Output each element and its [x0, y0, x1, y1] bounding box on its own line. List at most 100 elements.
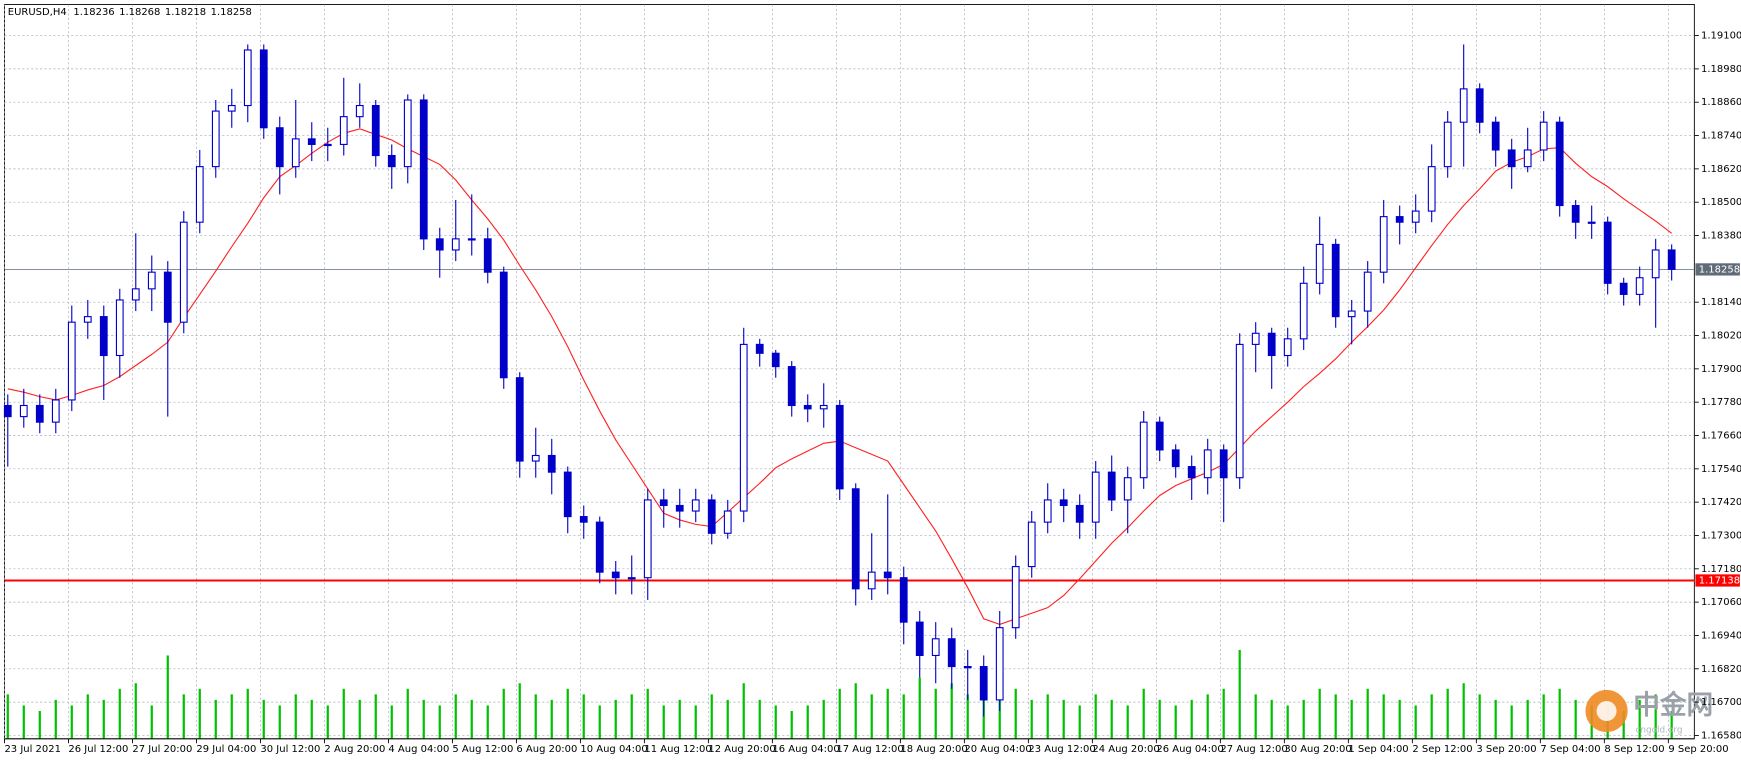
candle-body — [995, 627, 1004, 701]
volume-bar — [854, 683, 857, 739]
candle-body — [19, 404, 28, 418]
x-tick-label: 9 Sep 20:00 — [1668, 744, 1728, 755]
volume-bar — [150, 705, 153, 739]
candle-body — [579, 516, 588, 523]
header-value: 1.18268 — [119, 7, 160, 18]
chart-header: EURUSD,H4 1.18236 1.18268 1.18218 1.18258 — [8, 7, 252, 18]
candle-body — [243, 49, 252, 107]
candle-body — [147, 271, 156, 290]
volume-bar — [1126, 705, 1129, 739]
volume-bar — [1078, 705, 1081, 739]
x-tick-label: 3 Sep 20:00 — [1476, 744, 1536, 755]
candle-body — [403, 99, 412, 168]
x-tick-label: 8 Sep 12:00 — [1604, 744, 1664, 755]
volume-bar — [166, 655, 169, 739]
candle-body — [787, 366, 796, 407]
x-tick-label: 27 Jul 20:00 — [132, 744, 192, 755]
price-label: 1.17138 — [1699, 575, 1740, 586]
candle-body — [563, 471, 572, 518]
candle-body — [1139, 421, 1148, 479]
candle-body — [323, 143, 332, 147]
candle-body — [1571, 204, 1580, 223]
candle-body — [1059, 499, 1068, 507]
volume-bar — [1190, 699, 1193, 739]
x-tick-label: 1 Sep 04:00 — [1348, 744, 1408, 755]
candle-body — [339, 116, 348, 145]
symbol: EURUSD,H4 — [8, 7, 67, 18]
x-tick-label: 26 Aug 04:00 — [1156, 744, 1223, 755]
y-tick-label: 1.19100 — [1701, 31, 1741, 42]
volume-bar — [278, 705, 281, 739]
volume-bar — [774, 705, 777, 739]
candle-body — [179, 221, 188, 323]
candle-body — [1667, 249, 1676, 270]
volume-bar — [470, 699, 473, 739]
candle-body — [1427, 166, 1436, 212]
y-tick-label: 1.17420 — [1701, 497, 1741, 508]
candle-body — [595, 521, 604, 573]
candle-body — [1635, 277, 1644, 295]
volume-bar — [758, 699, 761, 739]
candle-body — [707, 499, 716, 534]
price-layer — [3, 44, 1695, 717]
volume-bar — [1638, 699, 1641, 739]
candle-body — [755, 343, 764, 354]
volume-bar — [198, 688, 201, 739]
candle-body — [867, 571, 876, 590]
candle-body — [739, 343, 748, 512]
volume-bar — [518, 683, 521, 739]
candle-body — [1507, 149, 1516, 168]
candle-body — [1043, 499, 1052, 523]
candle-body — [1123, 477, 1132, 501]
volume-bar — [454, 694, 457, 739]
candle-body — [387, 154, 396, 168]
y-tick-label: 1.17540 — [1701, 464, 1741, 475]
candle-body — [851, 488, 860, 590]
volume-bar — [790, 711, 793, 739]
y-tick-label: 1.17900 — [1701, 364, 1741, 375]
volume-bar — [118, 688, 121, 739]
volume-bar — [374, 694, 377, 739]
candle-body — [1395, 216, 1404, 223]
candle-body — [1539, 121, 1548, 151]
candle-body — [1091, 471, 1100, 523]
candle-body — [259, 49, 268, 129]
y-tick-label: 1.17300 — [1701, 530, 1741, 541]
x-tick-label: 18 Aug 20:00 — [900, 744, 967, 755]
candle-body — [227, 104, 236, 112]
plot-frame — [3, 3, 1695, 740]
x-tick-label: 24 Aug 20:00 — [1092, 744, 1159, 755]
candle-body — [1027, 521, 1036, 568]
volume-bar — [950, 683, 953, 739]
candle-body — [803, 404, 812, 410]
volume-bar — [54, 699, 57, 739]
volume-bar — [438, 705, 441, 739]
volume-bar — [726, 699, 729, 739]
candle-body — [35, 404, 44, 423]
volume-bar — [1478, 694, 1481, 739]
header-value: 1.18218 — [165, 7, 206, 18]
x-tick-label: 17 Aug 12:00 — [836, 744, 903, 755]
candle-body — [723, 510, 732, 534]
x-tick-label: 2 Aug 20:00 — [324, 744, 385, 755]
volume-bar — [630, 694, 633, 739]
volume-bar — [1014, 688, 1017, 739]
x-tick-label: 10 Aug 04:00 — [580, 744, 647, 755]
volume-bar — [742, 683, 745, 739]
volume-bar — [102, 699, 105, 739]
y-tick-label: 1.17780 — [1701, 397, 1741, 408]
candle-body — [659, 499, 668, 507]
x-tick-label: 20 Aug 04:00 — [964, 744, 1031, 755]
candle-body — [1363, 271, 1372, 312]
y-tick-label: 1.16580 — [1701, 730, 1741, 741]
y-tick-label: 1.18860 — [1701, 97, 1741, 108]
candle-body — [1203, 449, 1212, 479]
x-tick-label: 12 Aug 20:00 — [708, 744, 775, 755]
candle-body — [1283, 338, 1292, 357]
x-tick-label: 7 Sep 04:00 — [1540, 744, 1600, 755]
candle-body — [675, 504, 684, 512]
candle-body — [115, 299, 124, 357]
volume-bar — [614, 699, 617, 739]
volume-bar — [1142, 688, 1145, 739]
